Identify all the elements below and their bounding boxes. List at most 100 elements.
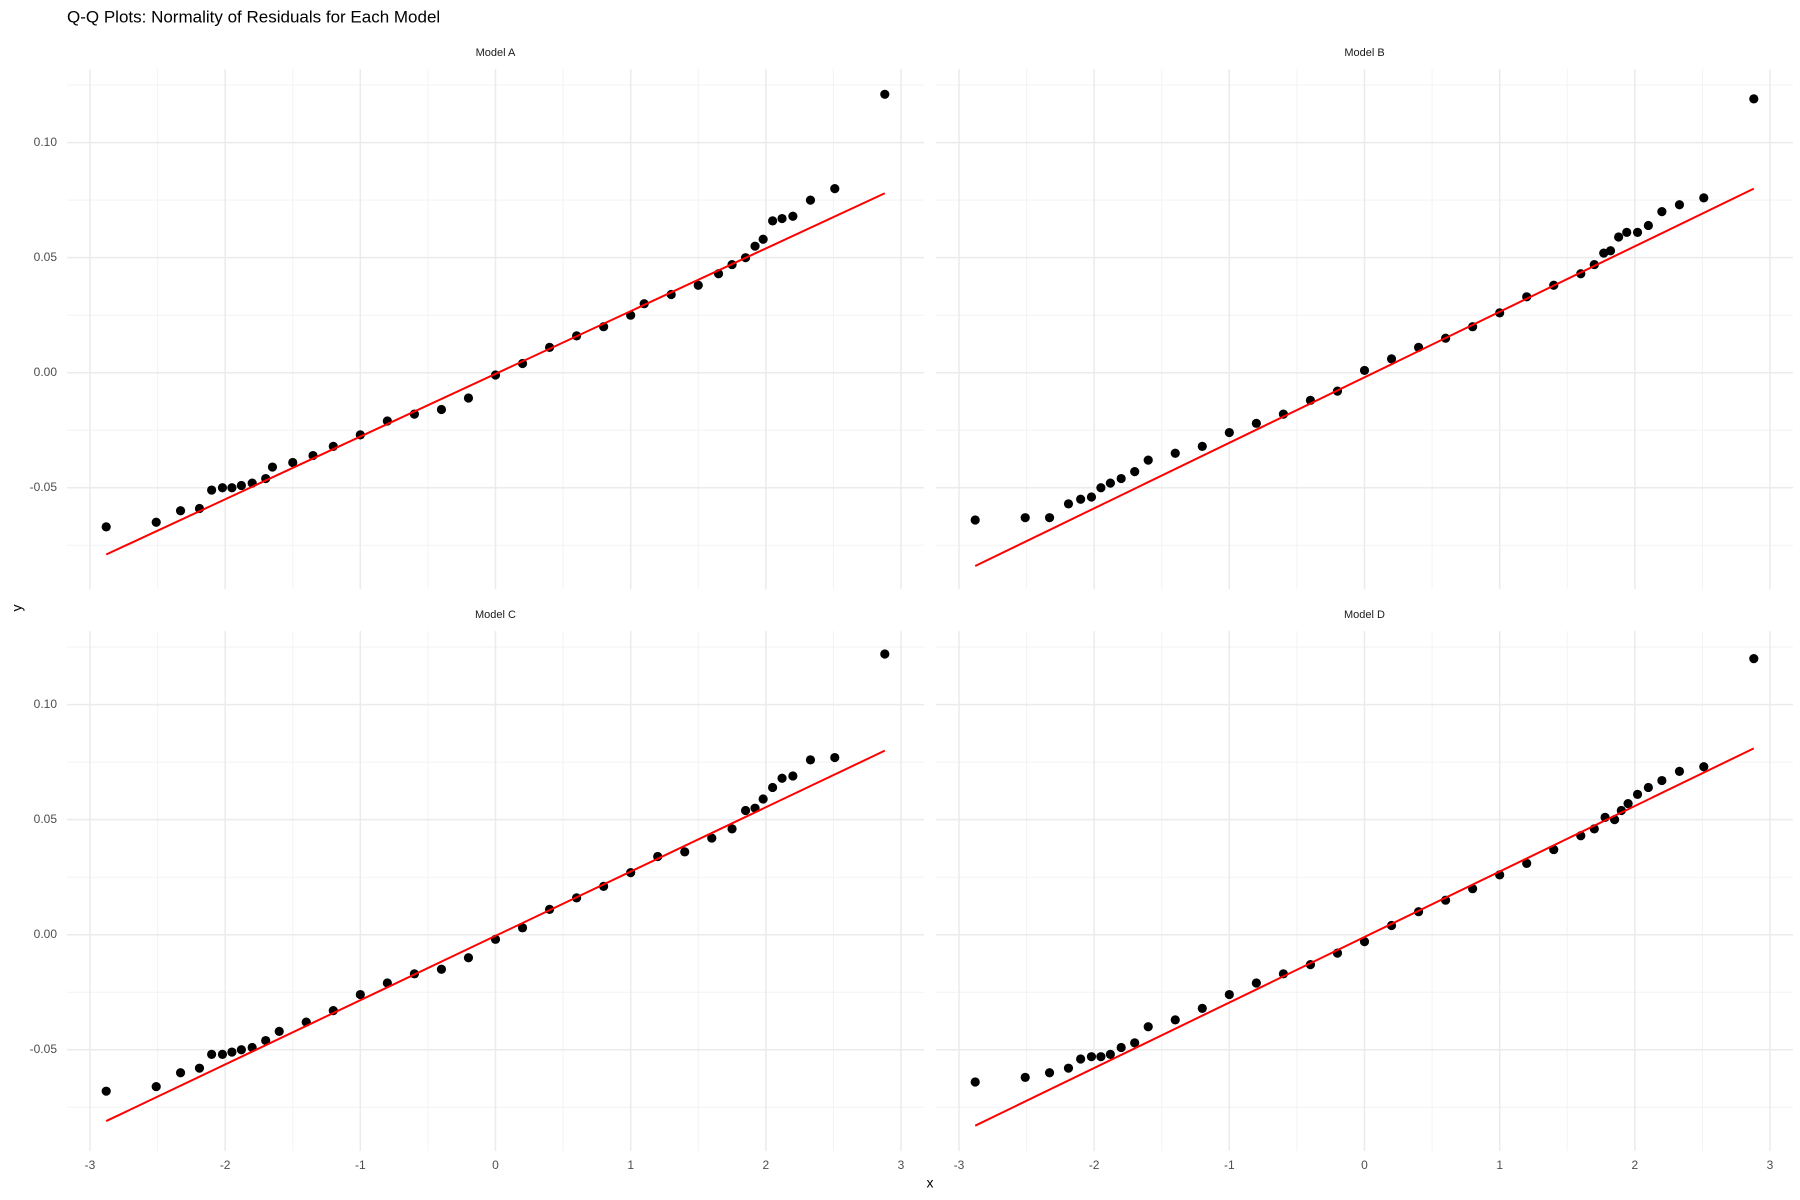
point: [1116, 473, 1126, 484]
point: [101, 1086, 111, 1096]
point: [788, 211, 798, 221]
point: [288, 457, 298, 468]
x-axis-label: x: [927, 1175, 934, 1191]
point: [194, 1063, 205, 1073]
point: [267, 462, 278, 472]
point: [436, 404, 447, 415]
point: [1197, 441, 1207, 451]
y-tick-label: 0.10: [34, 135, 58, 149]
point: [1105, 1049, 1115, 1059]
point: [274, 1026, 284, 1036]
chart-title: Q-Q Plots: Normality of Residuals for Ea…: [67, 7, 440, 26]
point: [1116, 1042, 1126, 1053]
x-tick-label: 2: [1632, 1158, 1639, 1172]
x-tick-label: -3: [85, 1158, 96, 1172]
point: [1063, 499, 1074, 509]
point: [1105, 478, 1115, 488]
point: [1076, 1054, 1086, 1064]
point: [693, 280, 703, 290]
y-tick-label: -0.05: [30, 480, 58, 494]
y-tick-label: 0.00: [34, 365, 58, 379]
point: [1359, 365, 1370, 376]
strip-title: Model C: [475, 609, 516, 621]
point: [175, 506, 186, 516]
point: [1643, 782, 1653, 793]
point: [1020, 513, 1030, 523]
point: [1359, 937, 1370, 947]
point: [1224, 427, 1234, 438]
point: [1076, 494, 1086, 504]
point: [1044, 1068, 1055, 1078]
point: [436, 964, 447, 974]
point: [1657, 207, 1667, 217]
point: [1020, 1072, 1030, 1082]
point: [1699, 193, 1709, 203]
point: [1605, 246, 1616, 256]
point: [1623, 798, 1633, 809]
point: [777, 773, 787, 783]
point: [1044, 513, 1055, 523]
reference-line: [105, 192, 886, 556]
point: [1251, 978, 1261, 988]
x-tick-label: 1: [627, 1158, 634, 1172]
y-tick-label: 0.10: [34, 697, 58, 711]
point: [1086, 492, 1097, 502]
point: [727, 824, 737, 834]
point: [830, 752, 840, 763]
x-tick-label: -1: [1224, 1158, 1235, 1172]
y-tick-label: 0.05: [34, 250, 58, 264]
point: [1749, 94, 1759, 104]
point: [1063, 1063, 1074, 1073]
point: [758, 234, 768, 244]
point: [151, 1081, 161, 1092]
y-tick-label: 0.00: [34, 927, 58, 941]
point: [1632, 227, 1643, 237]
point: [970, 515, 980, 525]
reference-line: [105, 749, 886, 1122]
x-tick-label: 0: [1361, 1158, 1368, 1172]
point: [1749, 654, 1759, 664]
point: [217, 483, 228, 493]
point: [236, 1045, 246, 1055]
point: [768, 782, 778, 793]
point: [740, 805, 751, 816]
y-tick-label: -0.05: [30, 1042, 58, 1056]
point: [207, 1049, 217, 1059]
x-tick-label: -2: [220, 1158, 231, 1172]
point: [1674, 200, 1685, 210]
reference-line: [974, 187, 1755, 567]
point: [101, 522, 111, 532]
point: [151, 517, 161, 527]
point: [1699, 762, 1709, 772]
x-tick-label: 0: [492, 1158, 499, 1172]
strip-title: Model A: [476, 47, 516, 59]
point: [788, 771, 798, 781]
point: [1143, 1022, 1153, 1032]
strip-title: Model D: [1344, 609, 1385, 621]
point: [355, 989, 365, 1000]
point: [830, 184, 840, 194]
x-tick-label: 3: [898, 1158, 905, 1172]
point: [758, 794, 768, 804]
point: [463, 393, 474, 403]
point: [1096, 483, 1106, 493]
point: [227, 1047, 237, 1057]
point: [517, 923, 528, 933]
point: [1674, 766, 1685, 776]
point: [777, 213, 787, 224]
point: [1197, 1003, 1207, 1013]
point: [1622, 227, 1632, 237]
point: [970, 1077, 980, 1087]
y-axis-label: y: [9, 605, 25, 612]
point: [261, 1035, 271, 1046]
point: [880, 649, 890, 659]
point: [1386, 354, 1397, 364]
point: [1614, 232, 1624, 242]
x-tick-label: -1: [355, 1158, 366, 1172]
point: [1086, 1052, 1097, 1062]
point: [1170, 448, 1180, 458]
point: [227, 483, 237, 493]
x-tick-label: 3: [1767, 1158, 1774, 1172]
